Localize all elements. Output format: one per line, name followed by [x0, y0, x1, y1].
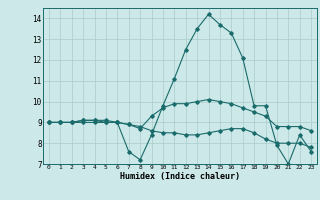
X-axis label: Humidex (Indice chaleur): Humidex (Indice chaleur) — [120, 172, 240, 181]
